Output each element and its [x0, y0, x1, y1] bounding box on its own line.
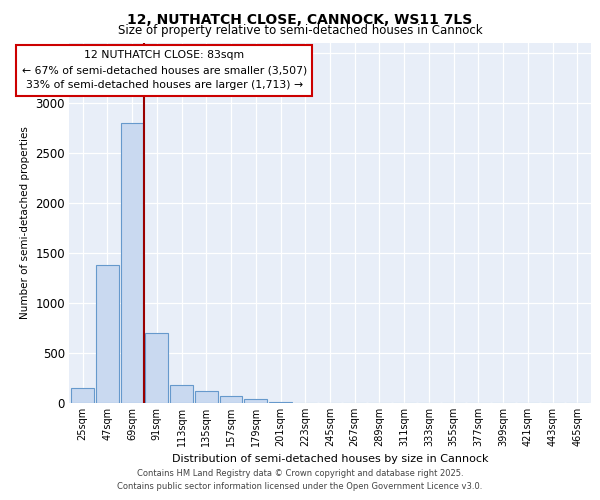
Text: Size of property relative to semi-detached houses in Cannock: Size of property relative to semi-detach… [118, 24, 482, 37]
Text: 12, NUTHATCH CLOSE, CANNOCK, WS11 7LS: 12, NUTHATCH CLOSE, CANNOCK, WS11 7LS [127, 12, 473, 26]
Bar [121, 122, 143, 402]
Bar [220, 396, 242, 402]
Bar [145, 332, 168, 402]
Text: Contains HM Land Registry data © Crown copyright and database right 2025.
Contai: Contains HM Land Registry data © Crown c… [118, 470, 482, 491]
Bar [96, 264, 119, 402]
Bar [195, 390, 218, 402]
Bar [71, 388, 94, 402]
Bar [170, 385, 193, 402]
Bar [244, 398, 267, 402]
Y-axis label: Number of semi-detached properties: Number of semi-detached properties [20, 126, 29, 319]
X-axis label: Distribution of semi-detached houses by size in Cannock: Distribution of semi-detached houses by … [172, 454, 488, 464]
Text: 12 NUTHATCH CLOSE: 83sqm
← 67% of semi-detached houses are smaller (3,507)
33% o: 12 NUTHATCH CLOSE: 83sqm ← 67% of semi-d… [22, 50, 307, 90]
